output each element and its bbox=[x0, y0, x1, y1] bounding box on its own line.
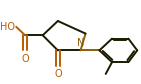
Text: HO: HO bbox=[0, 22, 15, 32]
Text: O: O bbox=[54, 69, 62, 79]
Text: N: N bbox=[77, 38, 85, 48]
Text: O: O bbox=[21, 54, 29, 64]
